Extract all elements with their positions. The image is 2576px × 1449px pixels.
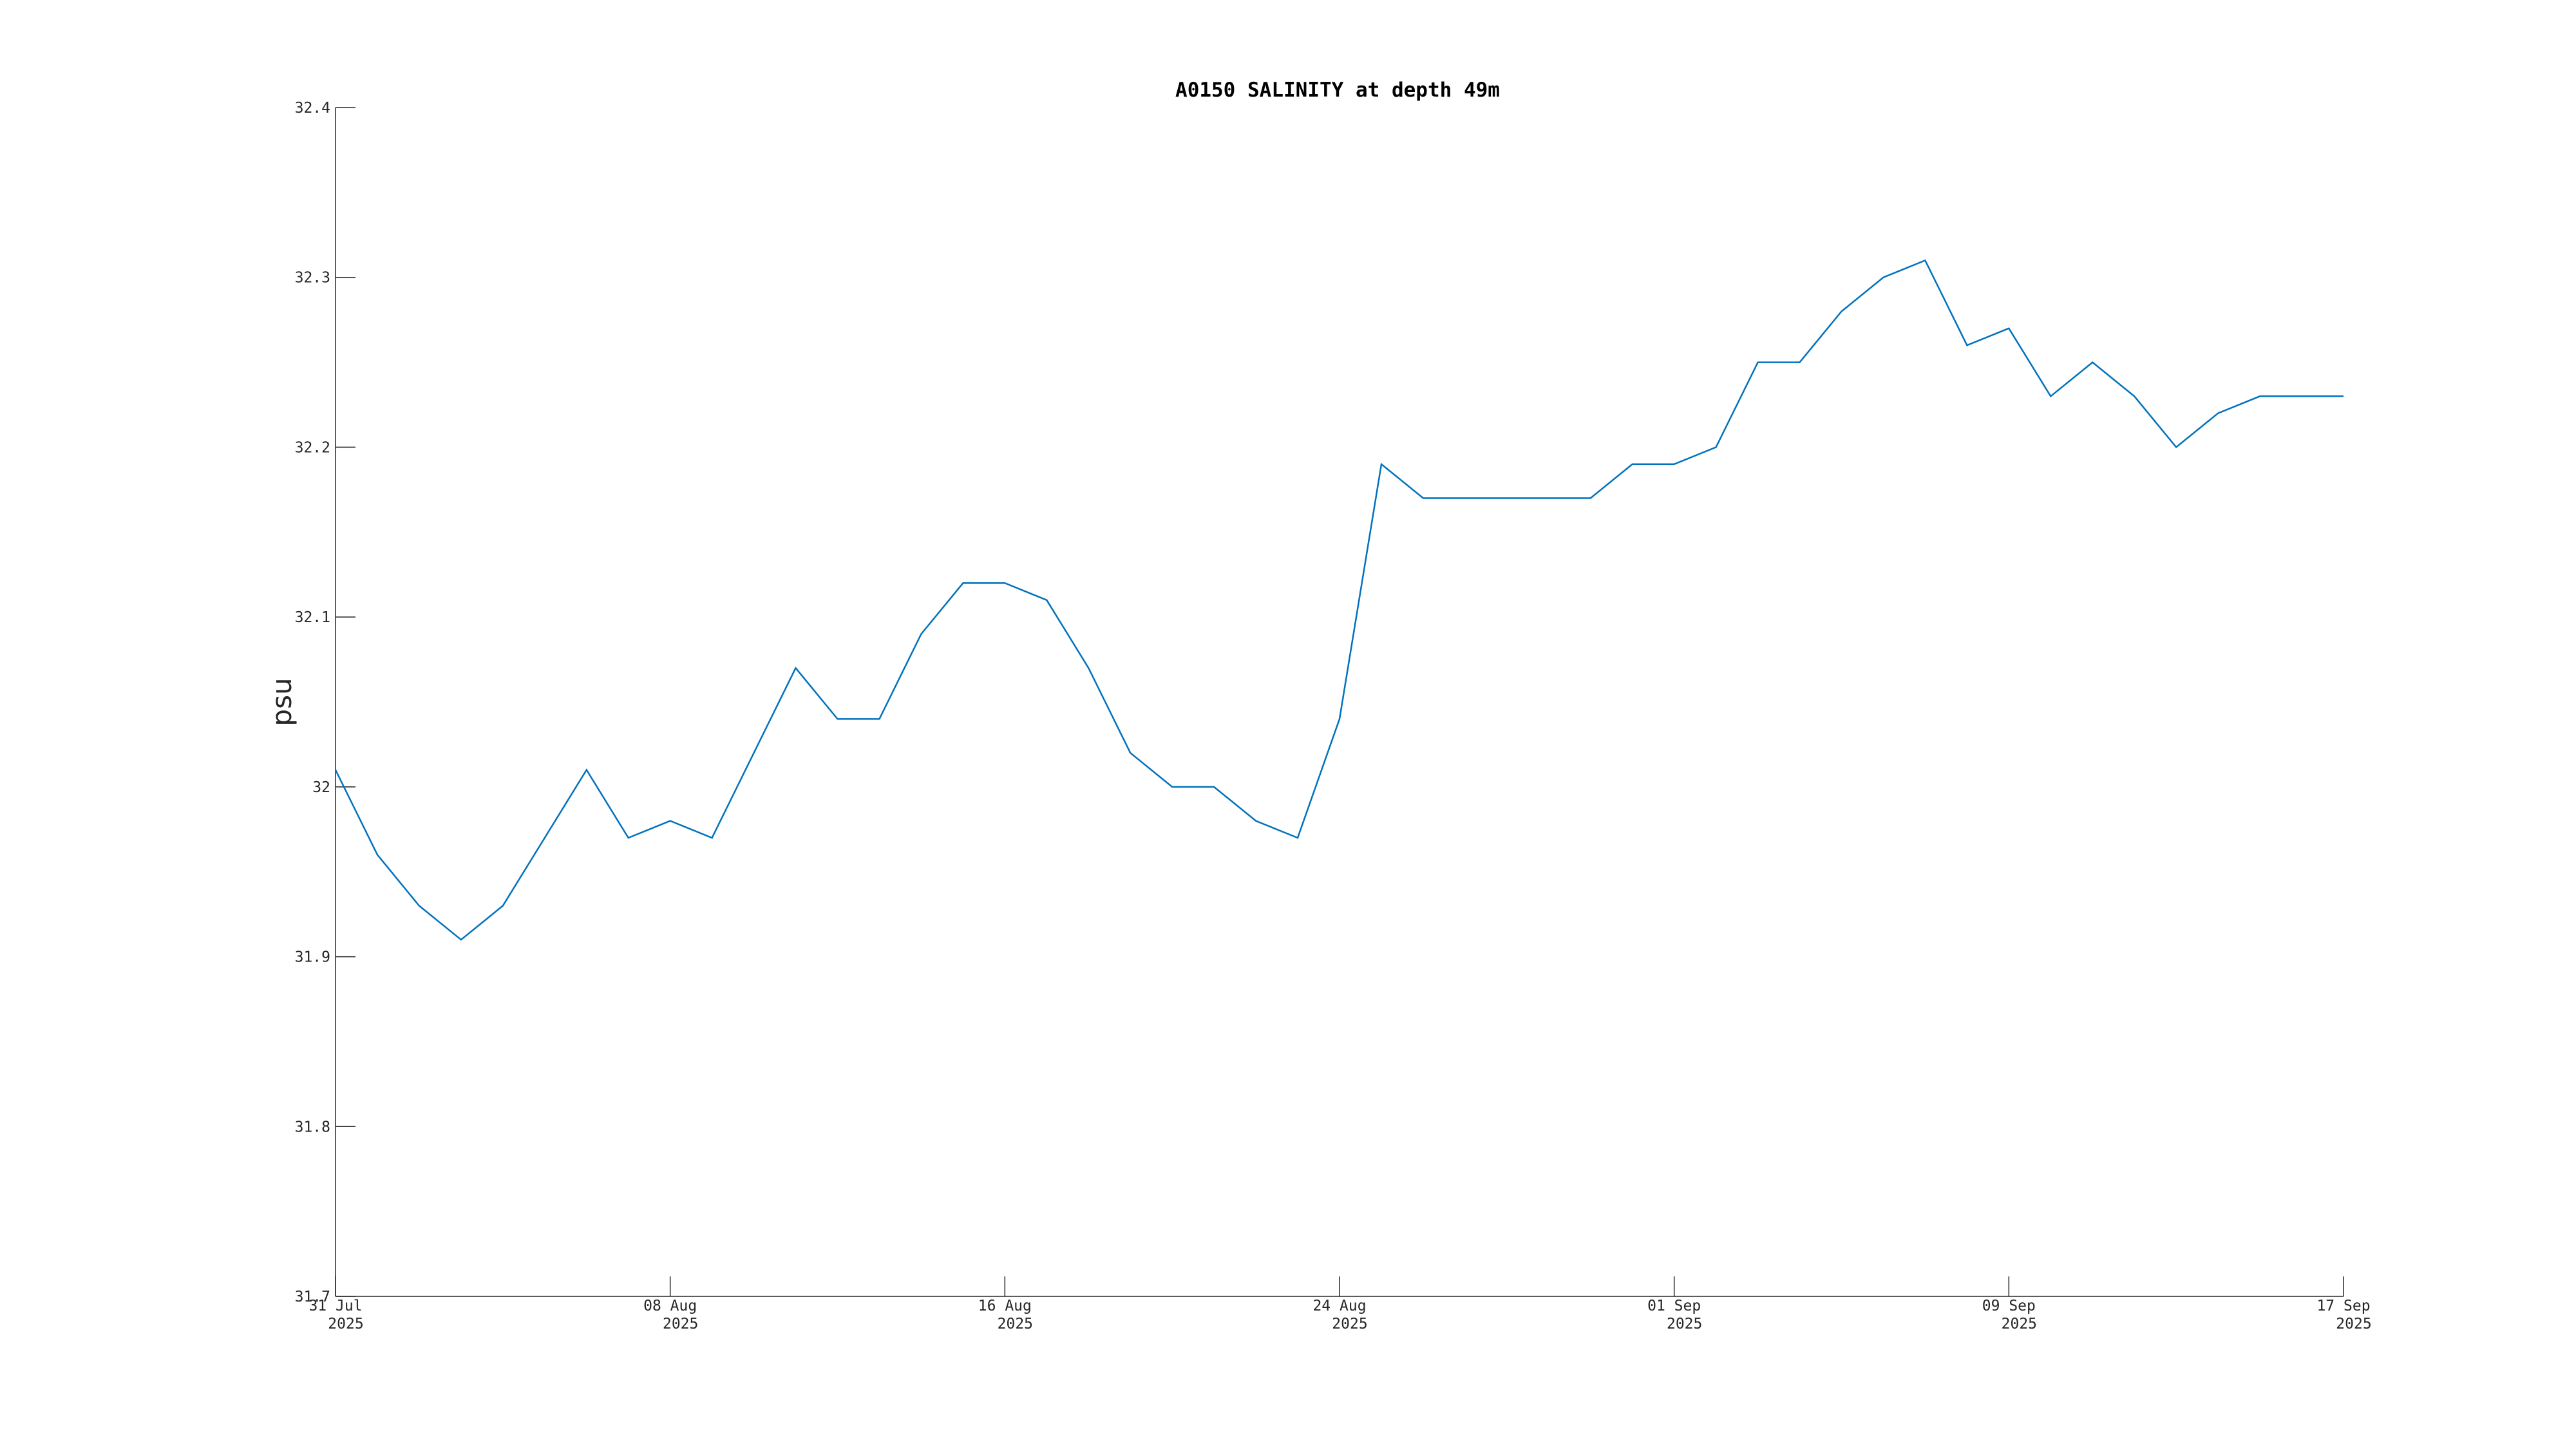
y-tick-label: 32.4 — [295, 100, 330, 117]
x-tick-label-line: 2025 — [2002, 1316, 2037, 1332]
x-tick-label: 31 Jul 2025 — [308, 1298, 363, 1332]
x-tick-label-line: 09 Sep — [1982, 1298, 2036, 1314]
x-tick-label: 08 Aug 2025 — [643, 1298, 698, 1332]
chart-title: A0150 SALINITY at depth 49m — [1175, 79, 1500, 102]
x-tick-label: 09 Sep 2025 — [1982, 1298, 2037, 1332]
x-tick-label-line: 17 Sep — [2316, 1298, 2370, 1314]
x-tick-label-line: 2025 — [663, 1316, 698, 1332]
data-line — [334, 259, 2344, 941]
x-tick-label: 16 Aug 2025 — [978, 1298, 1033, 1332]
y-tick-label: 31.8 — [295, 1119, 330, 1135]
x-tick-label: 01 Sep 2025 — [1647, 1298, 1702, 1332]
x-tick-label-line: 2025 — [2336, 1316, 2371, 1332]
x-tick-label: 17 Sep 2025 — [2316, 1298, 2371, 1332]
y-tick-label: 32.2 — [295, 439, 330, 456]
x-tick-label-line: 2025 — [328, 1316, 363, 1332]
x-tick-label-line: 31 Jul — [308, 1298, 362, 1314]
y-tick-label: 31.7 — [295, 1289, 330, 1305]
y-tick-label: 32.1 — [295, 609, 330, 626]
y-axis-label: psu — [266, 677, 298, 726]
x-tick-label-line: 08 Aug — [643, 1298, 697, 1314]
x-tick-label-line: 01 Sep — [1647, 1298, 1701, 1314]
x-tick-label-line: 2025 — [1667, 1316, 1702, 1332]
x-tick-label-line: 24 Aug — [1312, 1298, 1366, 1314]
y-tick-label: 32 — [312, 779, 330, 796]
x-tick-label-line: 2025 — [1332, 1316, 1367, 1332]
x-tick-label-line: 2025 — [998, 1316, 1033, 1332]
y-tick-label: 31.9 — [295, 949, 330, 966]
y-tick-label: 32.3 — [295, 270, 330, 287]
x-tick-label-line: 16 Aug — [978, 1298, 1032, 1314]
x-tick-label: 24 Aug 2025 — [1312, 1298, 1367, 1332]
